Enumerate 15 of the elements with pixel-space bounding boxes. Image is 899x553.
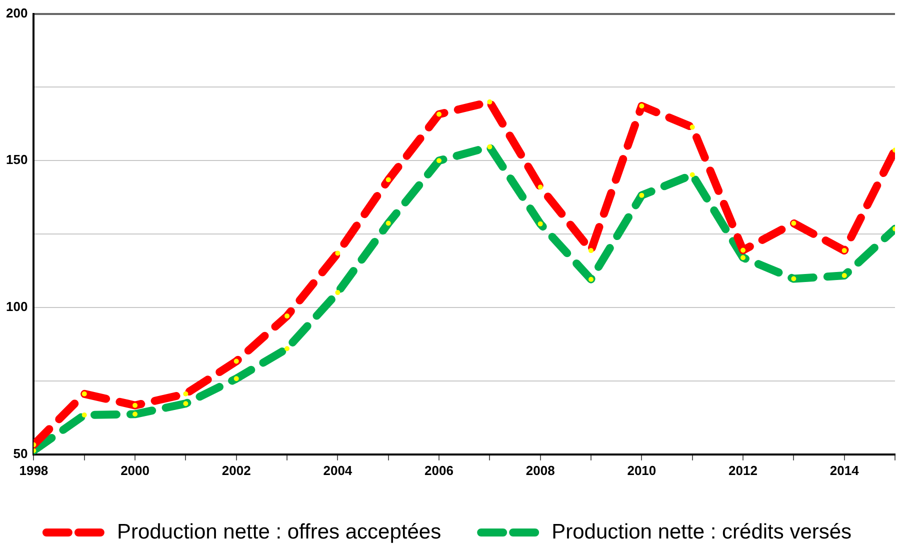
legend-label: Production nette : crédits versés [552,520,852,544]
legend-label: Production nette : offres acceptées [116,520,442,544]
x-tick-label: 2012 [728,462,758,478]
y-tick-label: 50 [13,446,28,461]
y-tick-label: 200 [6,5,28,20]
x-tick-label: 2002 [222,462,251,478]
x-tick-label: 2010 [627,462,656,478]
x-tick-label: 2008 [526,462,555,478]
x-tick-label: 2014 [830,462,860,478]
x-tick-label: 2004 [323,462,353,478]
x-tick-label: 2006 [424,462,454,478]
x-tick-label: 1998 [19,462,48,478]
x-tick-label: 2000 [120,462,150,478]
y-tick-label: 150 [6,152,28,168]
y-tick-label: 100 [6,299,28,314]
